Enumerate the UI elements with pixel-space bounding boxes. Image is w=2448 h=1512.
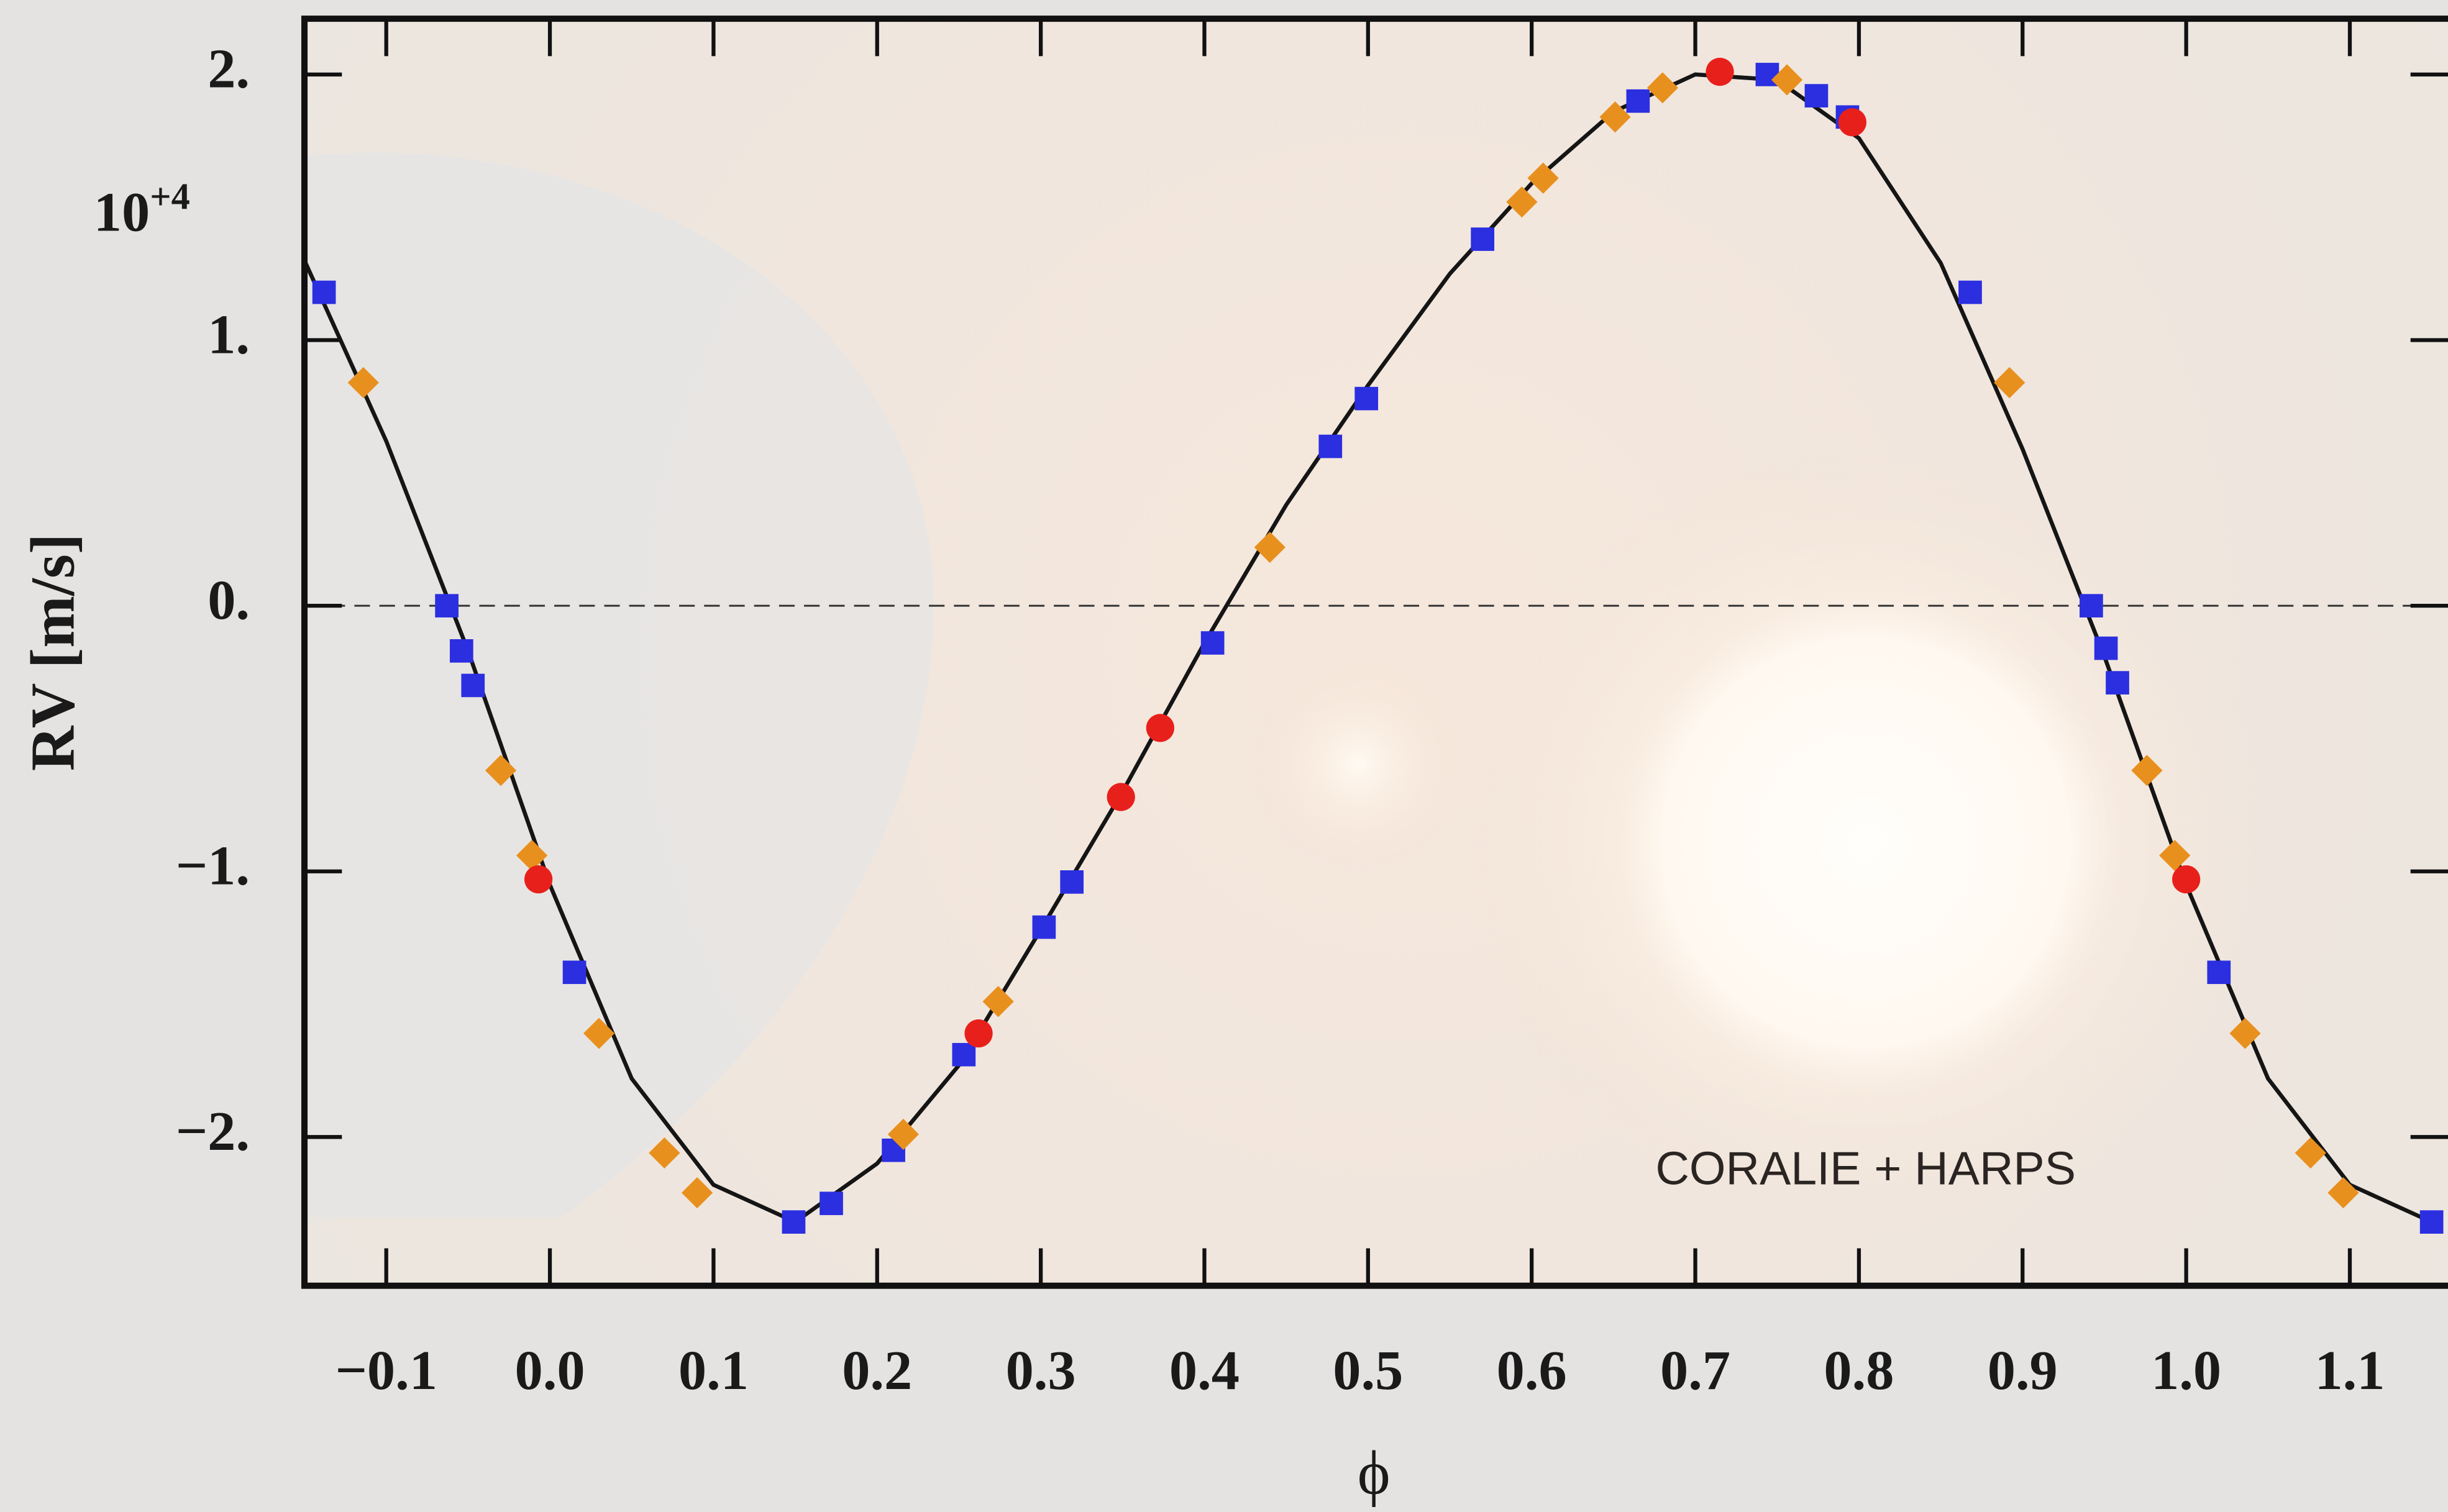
x-tick-label: 0.7 bbox=[1660, 1339, 1730, 1401]
x-tick-label: 0.1 bbox=[678, 1339, 749, 1401]
data-point bbox=[583, 1018, 615, 1049]
data-point bbox=[347, 367, 379, 399]
x-tick-label: 1.1 bbox=[2314, 1339, 2385, 1401]
data-point bbox=[1958, 280, 1982, 304]
data-point bbox=[1471, 227, 1495, 251]
y-tick-label: 2. bbox=[208, 37, 250, 100]
data-point bbox=[1318, 434, 1343, 458]
x-tick-label: 0.2 bbox=[842, 1339, 912, 1401]
data-point bbox=[1838, 108, 1866, 137]
data-point bbox=[1804, 84, 1829, 107]
data-point bbox=[649, 1137, 680, 1169]
data-point bbox=[1506, 186, 1538, 218]
data-point bbox=[964, 1019, 993, 1048]
y-tick-label: −2. bbox=[176, 1100, 250, 1162]
x-tick-label: 1.0 bbox=[2151, 1339, 2221, 1401]
x-tick-label: 0.3 bbox=[1006, 1339, 1076, 1401]
data-point bbox=[516, 839, 548, 872]
data-point bbox=[1107, 783, 1135, 811]
y-tick-label: 0. bbox=[208, 568, 250, 631]
data-point bbox=[1200, 631, 1225, 655]
data-point bbox=[2419, 1210, 2444, 1234]
data-point bbox=[1646, 72, 1679, 104]
data-point bbox=[2207, 960, 2231, 985]
data-point bbox=[1626, 89, 1650, 113]
x-tick-label: 0.4 bbox=[1169, 1339, 1240, 1401]
data-point bbox=[2172, 865, 2201, 894]
data-point bbox=[782, 1210, 806, 1234]
glow-decoration bbox=[304, 19, 2448, 1286]
axes-frame bbox=[301, 16, 2448, 1289]
multiplier-base: 10 bbox=[94, 181, 150, 244]
data-point bbox=[1599, 101, 1631, 133]
data-point bbox=[2094, 636, 2118, 660]
data-point bbox=[2159, 839, 2191, 872]
data-point bbox=[1994, 367, 2026, 399]
data-point bbox=[2106, 671, 2129, 695]
data-point bbox=[562, 960, 587, 985]
multiplier-exponent: +4 bbox=[150, 176, 190, 218]
x-tick-label: 0.8 bbox=[1824, 1339, 1894, 1401]
data-point bbox=[461, 673, 485, 698]
data-point bbox=[2327, 1177, 2359, 1209]
annotation: CORALIE + HARPS bbox=[1656, 1142, 2076, 1194]
y-axis-label: RV [m/s] bbox=[18, 534, 88, 771]
model-curve bbox=[303, 72, 2432, 1224]
data-point bbox=[952, 1042, 976, 1067]
data-point bbox=[1032, 915, 1056, 939]
data-point bbox=[2080, 594, 2103, 617]
data-point bbox=[1060, 870, 1084, 894]
data-point bbox=[449, 639, 473, 663]
y-multiplier: 10+4 bbox=[94, 176, 190, 244]
data-point bbox=[820, 1191, 843, 1216]
data-point bbox=[1354, 386, 1379, 411]
data-point bbox=[524, 865, 553, 894]
data-point bbox=[485, 755, 517, 786]
data-point bbox=[1706, 58, 1734, 86]
x-axis-label: ϕ bbox=[1358, 1437, 1391, 1507]
data-point bbox=[1146, 714, 1174, 742]
x-tick-label: 0.6 bbox=[1497, 1339, 1567, 1401]
data-point bbox=[435, 594, 459, 617]
x-tick-label: 0.5 bbox=[1333, 1339, 1403, 1401]
x-tick-label: 0.9 bbox=[1988, 1339, 2058, 1401]
x-tick-label: 0.0 bbox=[514, 1339, 585, 1401]
data-point bbox=[312, 280, 336, 304]
x-tick-label: −0.1 bbox=[335, 1339, 437, 1401]
data-point bbox=[1771, 64, 1803, 96]
y-tick-label: 1. bbox=[208, 303, 250, 365]
y-tick-label: −1. bbox=[176, 834, 250, 896]
